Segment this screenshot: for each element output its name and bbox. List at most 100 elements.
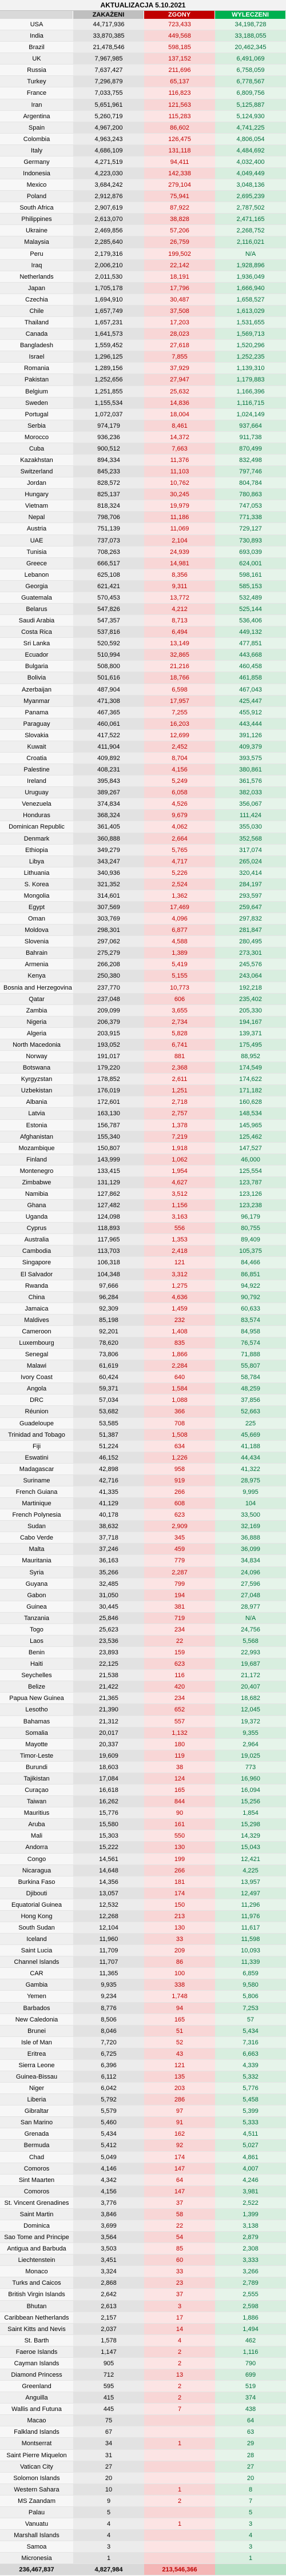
recovered-cell: 1,613,029 xyxy=(215,305,286,317)
deaths-cell: 38,828 xyxy=(144,214,215,225)
table-row: Curaçao 16,618 165 16,094 xyxy=(0,1785,286,1797)
table-row: USA 44,717,936 723,433 34,198,728 xyxy=(0,19,286,31)
country-cell: CAR xyxy=(0,1968,73,1979)
recovered-cell: 28,975 xyxy=(215,1474,286,1486)
table-row: Sudan 38,632 2,909 32,169 xyxy=(0,1521,286,1533)
cases-cell: 34 xyxy=(73,2438,144,2449)
deaths-cell: 6,598 xyxy=(144,684,215,695)
cases-cell: 150,807 xyxy=(73,1142,144,1154)
country-cell: Somalia xyxy=(0,1727,73,1738)
recovered-cell: 12,421 xyxy=(215,1853,286,1864)
country-cell: Barbados xyxy=(0,2002,73,2014)
country-cell: Caribbean Netherlands xyxy=(0,2312,73,2323)
recovered-cell: 297,832 xyxy=(215,913,286,925)
country-cell: Egypt xyxy=(0,902,73,913)
country-cell: Bulgaria xyxy=(0,661,73,672)
cases-cell: 360,888 xyxy=(73,833,144,844)
deaths-cell: 338 xyxy=(144,1979,215,1991)
cases-cell: 73,806 xyxy=(73,1349,144,1360)
recovered-cell: 3,048,136 xyxy=(215,179,286,191)
table-row: Israel 1,296,125 7,855 1,252,235 xyxy=(0,351,286,363)
recovered-cell: 4,225 xyxy=(215,1864,286,1876)
deaths-cell: 8,461 xyxy=(144,420,215,431)
country-cell: New Caledonia xyxy=(0,2014,73,2025)
country-cell: Falkland Islands xyxy=(0,2426,73,2438)
country-cell: Curaçao xyxy=(0,1785,73,1796)
country-cell: Chile xyxy=(0,305,73,317)
deaths-cell: 2,734 xyxy=(144,1016,215,1027)
country-cell: Vietnam xyxy=(0,500,73,512)
country-cell: Bahrain xyxy=(0,947,73,959)
deaths-cell: 958 xyxy=(144,1463,215,1474)
deaths-cell: 17,203 xyxy=(144,317,215,328)
cases-cell: 17,084 xyxy=(73,1773,144,1785)
table-row: Channel Islands 11,707 86 11,339 xyxy=(0,1956,286,1968)
cases-cell: 974,179 xyxy=(73,420,144,431)
recovered-cell: 57 xyxy=(215,2014,286,2025)
deaths-cell: 623 xyxy=(144,1509,215,1521)
deaths-cell: 58 xyxy=(144,2208,215,2220)
recovered-cell: 832,498 xyxy=(215,454,286,466)
cases-cell: 41,129 xyxy=(73,1498,144,1509)
recovered-cell: 14,329 xyxy=(215,1830,286,1842)
table-row: Kazakhstan 894,334 11,376 832,498 xyxy=(0,454,286,467)
cases-cell: 12,532 xyxy=(73,1899,144,1910)
country-cell: Finland xyxy=(0,1154,73,1165)
cases-cell: 751,139 xyxy=(73,523,144,535)
recovered-cell: 280,495 xyxy=(215,936,286,947)
country-cell: Oman xyxy=(0,913,73,925)
cases-cell: 4,271,519 xyxy=(73,156,144,168)
recovered-cell: 2,789 xyxy=(215,2277,286,2289)
table-row: Slovakia 417,522 12,699 391,126 xyxy=(0,729,286,741)
deaths-cell: 835 xyxy=(144,1337,215,1349)
recovered-cell: 699 xyxy=(215,2369,286,2381)
deaths-cell: 147 xyxy=(144,2185,215,2197)
table-row: Greenland 595 2 519 xyxy=(0,2381,286,2393)
recovered-cell: 2,695,239 xyxy=(215,191,286,202)
deaths-cell: 94 xyxy=(144,2002,215,2014)
recovered-cell: 443,444 xyxy=(215,718,286,729)
country-cell: Bhutan xyxy=(0,2300,73,2312)
recovered-cell: 2,522 xyxy=(215,2197,286,2208)
table-row: S. Korea 321,352 2,524 284,197 xyxy=(0,878,286,890)
recovered-cell: 3,981 xyxy=(215,2185,286,2197)
recovered-cell: 380,861 xyxy=(215,764,286,775)
table-row: Costa Rica 537,816 6,494 449,132 xyxy=(0,626,286,638)
table-row: Antigua and Barbuda 3,503 85 2,308 xyxy=(0,2243,286,2255)
table-row: MS Zaandam 9 2 7 xyxy=(0,2495,286,2507)
country-cell: MS Zaandam xyxy=(0,2495,73,2506)
country-cell: Gambia xyxy=(0,1979,73,1991)
recovered-cell: 6,809,756 xyxy=(215,87,286,99)
country-cell: Haiti xyxy=(0,1658,73,1670)
deaths-cell: 420 xyxy=(144,1681,215,1693)
recovered-cell: 245,576 xyxy=(215,959,286,970)
recovered-cell: 28 xyxy=(215,2449,286,2461)
country-cell: Denmark xyxy=(0,833,73,844)
deaths-cell: 130 xyxy=(144,1922,215,1934)
country-cell: Belize xyxy=(0,1681,73,1693)
table-row: San Marino 5,460 91 5,333 xyxy=(0,2117,286,2129)
recovered-cell: 361,576 xyxy=(215,775,286,787)
cases-cell: 547,826 xyxy=(73,603,144,615)
recovered-cell: 48,259 xyxy=(215,1383,286,1395)
table-row: Andorra 15,222 130 15,043 xyxy=(0,1842,286,1854)
table-row: Chad 5,049 174 4,861 xyxy=(0,2151,286,2163)
deaths-cell: 16,203 xyxy=(144,718,215,729)
country-cell: Iraq xyxy=(0,259,73,271)
table-row: Nicaragua 14,648 266 4,225 xyxy=(0,1864,286,1876)
cases-cell: 547,357 xyxy=(73,615,144,626)
recovered-cell: 11,598 xyxy=(215,1934,286,1945)
table-row: China 96,284 4,636 90,792 xyxy=(0,1291,286,1303)
table-row: Lebanon 625,108 8,356 598,161 xyxy=(0,569,286,581)
cases-cell: 11,709 xyxy=(73,1945,144,1956)
cases-cell: 21,390 xyxy=(73,1704,144,1715)
deaths-cell: 126,475 xyxy=(144,133,215,144)
recovered-cell: 730,893 xyxy=(215,535,286,546)
recovered-cell: 36,099 xyxy=(215,1544,286,1555)
cases-cell: 343,247 xyxy=(73,855,144,867)
cases-cell: 10 xyxy=(73,2483,144,2495)
table-row: Anguilla 415 2 374 xyxy=(0,2392,286,2404)
cases-cell: 21,538 xyxy=(73,1670,144,1681)
deaths-cell: 32,865 xyxy=(144,649,215,661)
table-row: New Caledonia 8,506 165 57 xyxy=(0,2014,286,2026)
